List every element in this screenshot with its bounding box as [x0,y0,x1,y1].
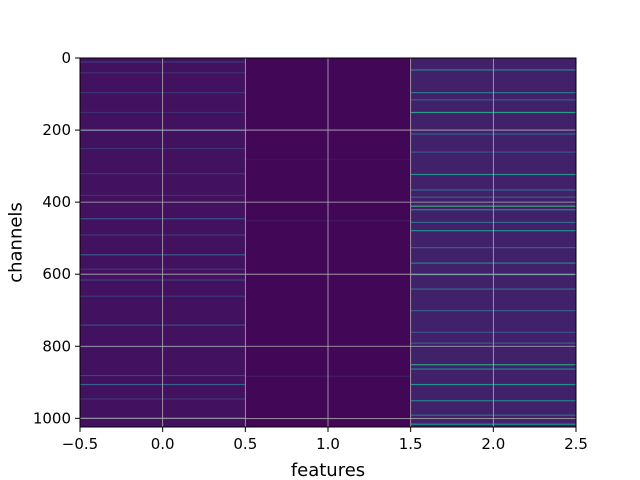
y-tick-label: 400 [42,193,71,211]
y-tick-label: 0 [61,49,71,67]
y-tick-label: 1000 [33,409,71,427]
x-tick-label: 0.0 [151,435,175,453]
x-tick-label: 1.5 [399,435,423,453]
x-tick-label: 1.0 [316,435,340,453]
x-tick-label: −0.5 [62,435,98,453]
y-tick-label: 200 [42,121,71,139]
y-axis-ticks: 0 200 400 600 800 1000 [33,49,80,427]
y-tick-label: 800 [42,337,71,355]
x-tick-label: 2.5 [564,435,588,453]
y-tick-label: 600 [42,265,71,283]
x-axis-ticks: −0.5 0.0 0.5 1.0 1.5 2.0 2.5 [62,427,588,453]
x-axis-label: features [291,460,365,480]
x-tick-label: 0.5 [233,435,257,453]
x-tick-label: 2.0 [481,435,505,453]
y-axis-label: channels [6,202,27,283]
